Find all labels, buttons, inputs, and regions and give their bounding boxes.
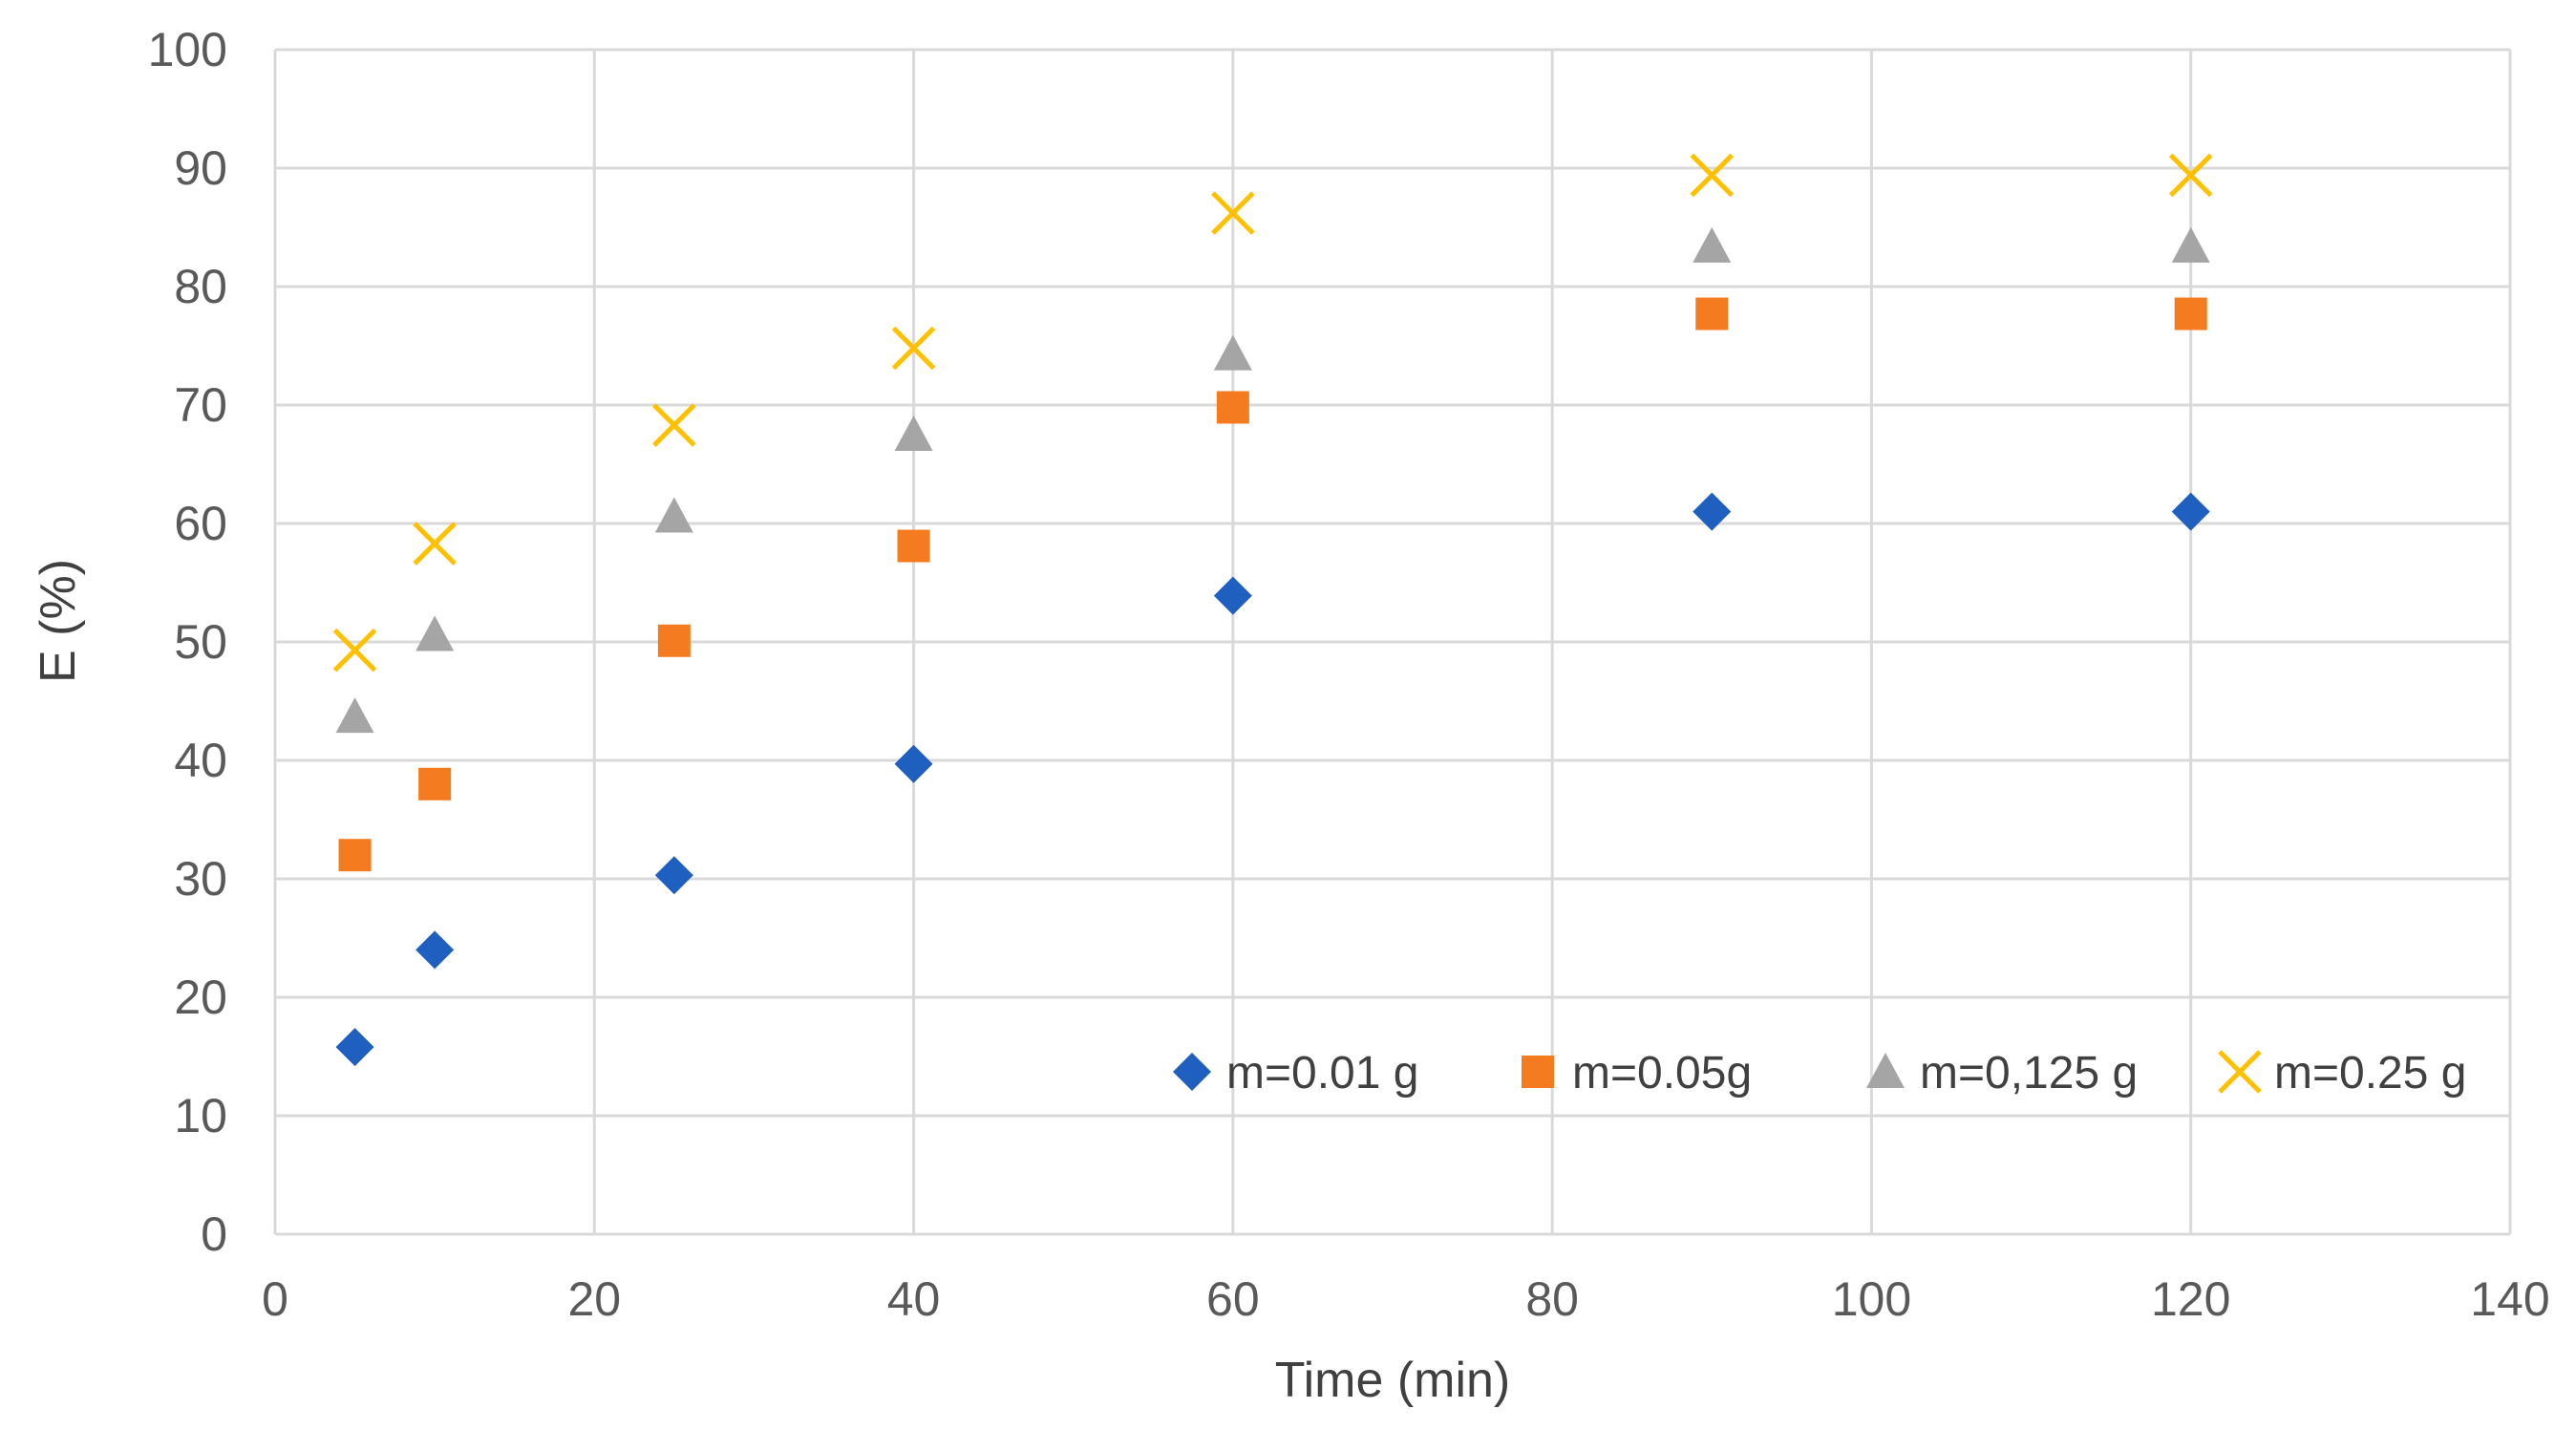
y-tick-label: 40 — [174, 734, 227, 787]
data-point-square — [2174, 297, 2207, 331]
data-point-x — [2168, 153, 2213, 198]
data-point-x — [413, 522, 457, 566]
gridlines — [273, 48, 2512, 1236]
legend-marker-diamond — [1173, 1053, 1211, 1091]
legend-marker-triangle — [1866, 1053, 1905, 1088]
data-point-x-stroke — [1690, 153, 1735, 198]
y-tick-label: 60 — [174, 497, 227, 550]
x-tick-label: 140 — [2470, 1272, 2549, 1326]
y-tick-label: 100 — [148, 23, 227, 76]
x-tick-label: 80 — [1525, 1272, 1579, 1326]
data-point-square — [897, 529, 930, 563]
legend-item: m=0.05g — [1522, 1048, 1752, 1099]
tick-labels: 0 10 20 30 40 50 60 70 80 90 100 0 20 40 60 80 100 120 140 — [148, 23, 2550, 1326]
data-point-triangle — [2171, 226, 2210, 263]
data-point-x-stroke — [1211, 191, 1255, 235]
data-point-diamond — [335, 1028, 374, 1067]
y-tick-label: 50 — [174, 615, 227, 669]
legend-label: m=0.01 g — [1226, 1048, 1418, 1099]
data-point-x — [1211, 191, 1255, 235]
legend-item: m=0.01 g — [1173, 1048, 1418, 1099]
x-axis-title: Time (min) — [1275, 1353, 1511, 1408]
x-tick-label: 0 — [262, 1272, 288, 1326]
data-point-triangle — [654, 497, 693, 533]
data-point-triangle — [335, 697, 374, 734]
y-tick-label: 30 — [174, 852, 227, 906]
data-points — [332, 153, 2213, 1067]
x-tick-label: 100 — [1832, 1272, 1911, 1326]
y-tick-label: 10 — [174, 1089, 227, 1142]
x-tick-label: 120 — [2151, 1272, 2230, 1326]
y-axis-title: E (%) — [31, 559, 86, 683]
y-tick-label: 80 — [174, 260, 227, 313]
data-point-x — [332, 628, 377, 672]
data-point-diamond — [415, 930, 455, 970]
data-point-diamond — [894, 744, 933, 783]
data-point-x — [891, 326, 936, 371]
data-point-diamond — [654, 856, 693, 895]
legend-label: m=0,125 g — [1920, 1048, 2138, 1099]
legend-marker-x — [2218, 1050, 2262, 1094]
data-point-x-stroke — [891, 326, 936, 371]
legend-label: m=0.05g — [1572, 1048, 1752, 1099]
x-tick-label: 60 — [1206, 1272, 1260, 1326]
data-point-diamond — [1692, 492, 1732, 531]
data-point-square — [1216, 391, 1249, 424]
data-point-x-stroke — [2168, 153, 2213, 198]
data-point-triangle — [1692, 226, 1732, 263]
legend-label: m=0.25 g — [2274, 1048, 2466, 1099]
x-tick-label: 40 — [887, 1272, 941, 1326]
legend-item: m=0.25 g — [2218, 1048, 2466, 1099]
y-tick-label: 20 — [174, 971, 227, 1024]
y-tick-label: 0 — [201, 1207, 227, 1261]
data-point-x — [1690, 153, 1735, 198]
legend: m=0.01 g m=0.05g m=0,125 g m=0.25 g — [1173, 1048, 2466, 1099]
legend-item: m=0,125 g — [1866, 1048, 2138, 1099]
y-tick-label: 90 — [174, 141, 227, 195]
data-point-triangle — [894, 416, 933, 451]
data-point-triangle — [1213, 334, 1252, 371]
data-point-x-stroke — [332, 628, 377, 672]
data-point-square — [657, 624, 691, 657]
data-point-x-stroke — [652, 403, 696, 447]
data-point-x-stroke — [413, 522, 457, 566]
legend-marker-square — [1522, 1056, 1554, 1088]
data-point-square — [1695, 297, 1729, 331]
data-point-triangle — [415, 615, 455, 651]
data-point-diamond — [2171, 492, 2210, 531]
legend-marker-x-stroke — [2218, 1050, 2262, 1094]
data-point-square — [338, 839, 372, 872]
y-tick-label: 70 — [174, 378, 227, 432]
data-point-x — [652, 403, 696, 447]
data-point-square — [418, 767, 452, 800]
x-tick-label: 20 — [567, 1272, 621, 1326]
data-point-diamond — [1213, 576, 1252, 615]
